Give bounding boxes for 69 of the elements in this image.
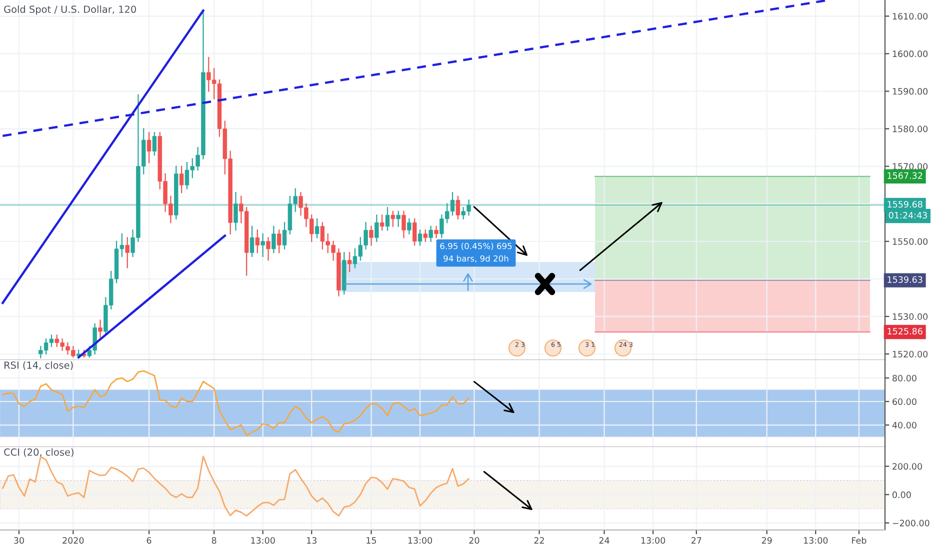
y-tick-label: 1550.00	[892, 238, 928, 245]
candlestick	[125, 237, 130, 268]
candlestick	[266, 237, 270, 261]
y-tick-label: −200.00	[892, 520, 930, 526]
candlestick	[434, 226, 438, 238]
ref-line-label: 1559.68	[888, 200, 922, 208]
x-tick-label: 24	[599, 537, 610, 544]
y-tick-label: 60.00	[892, 398, 916, 405]
candlestick	[390, 210, 396, 227]
x-tick-label: 13:00	[804, 537, 828, 544]
candlestick	[272, 226, 276, 254]
ref-line-label: 1567.32	[888, 172, 922, 179]
candlestick	[402, 210, 406, 238]
candlestick	[179, 166, 184, 194]
ref-line-label: 1525.86	[888, 328, 922, 335]
candlestick	[260, 233, 265, 257]
line-series	[2, 456, 470, 517]
candlestick	[423, 230, 428, 242]
candlestick	[407, 218, 412, 234]
y-tick-label: 1600.00	[892, 50, 928, 58]
x-tick-label: 6	[146, 537, 152, 544]
x-tick-label: Feb	[852, 536, 866, 544]
candlestick	[250, 226, 254, 257]
x-tick-label: 29	[762, 537, 772, 544]
chart-title: CCI (20, close)	[4, 448, 74, 457]
x-tick-label: 22	[534, 537, 544, 544]
candlestick	[255, 230, 260, 254]
y-tick-label: 1530.00	[892, 313, 928, 320]
candlestick	[385, 207, 390, 231]
candlestick	[152, 132, 157, 156]
y-tick-label: 1580.00	[892, 126, 928, 132]
candlestick	[418, 230, 422, 246]
annotation: 6.95 (0.45%) 695 94 bars, 9d 20h	[440, 242, 512, 263]
candlestick	[347, 252, 352, 272]
candlestick	[374, 214, 379, 242]
x-tick-label: 2020	[62, 537, 84, 544]
x-tick-label: 13:00	[251, 537, 275, 544]
ref-line-label: 1539.63	[888, 276, 922, 283]
chart-title: RSI (14, close)	[4, 361, 73, 370]
x-tick-label: 13	[307, 537, 316, 544]
candlestick	[146, 132, 152, 164]
candlestick	[98, 320, 102, 340]
y-tick-label: 0.00	[892, 491, 911, 498]
line-series	[2, 370, 470, 436]
x-tick-label: 30	[14, 537, 24, 544]
y-tick-label: 1590.00	[892, 88, 928, 95]
candlestick	[396, 210, 400, 227]
candlestick	[234, 192, 238, 231]
x-tick-label: 27	[691, 537, 702, 544]
candlestick	[412, 218, 417, 246]
candlestick	[380, 214, 384, 231]
y-tick-label: 200.00	[892, 463, 922, 470]
x-tick-label: 20	[469, 537, 480, 544]
candlestick	[456, 196, 460, 220]
candlestick	[369, 226, 374, 246]
x-tick-label: 13:00	[408, 537, 432, 544]
x-tick-label: 15	[366, 537, 376, 544]
y-tick-label: 40.00	[892, 422, 916, 428]
y-tick-label: 1570.00	[892, 163, 928, 170]
candlestick	[428, 226, 433, 242]
x-tick-label: 13:00	[641, 537, 666, 544]
candlestick	[276, 230, 282, 254]
y-tick-label: 80.00	[892, 374, 916, 382]
x-tick-label: 8	[212, 537, 216, 544]
y-tick-label: 1520.00	[892, 350, 928, 358]
candlestick	[314, 218, 320, 238]
text: Gold Spot / U.S. Dollar, 120	[4, 5, 136, 15]
text: 01:24:43	[888, 212, 927, 219]
y-tick-label: 1610.00	[892, 12, 928, 20]
